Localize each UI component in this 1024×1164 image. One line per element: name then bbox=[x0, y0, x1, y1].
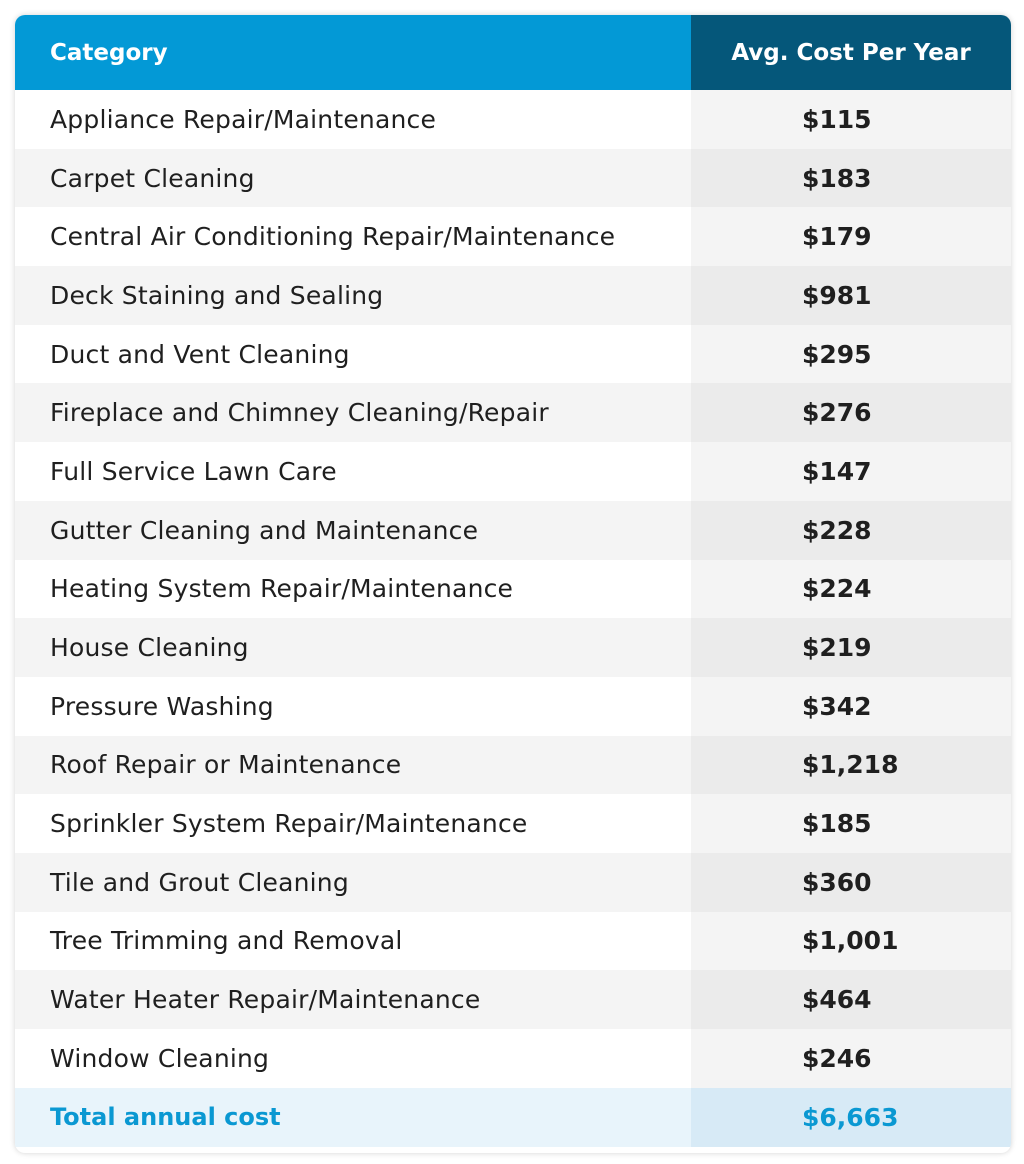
table-row: Full Service Lawn Care $147 bbox=[15, 442, 1011, 501]
category-cell: Tree Trimming and Removal bbox=[15, 911, 691, 971]
category-cell: Full Service Lawn Care bbox=[15, 442, 691, 501]
category-cell: House Cleaning bbox=[15, 618, 691, 677]
total-label: Total annual cost bbox=[15, 1087, 691, 1147]
table-row: Central Air Conditioning Repair/Maintena… bbox=[15, 207, 1011, 267]
cost-cell: $219 bbox=[691, 618, 1011, 677]
cost-cell: $360 bbox=[691, 852, 1011, 912]
category-cell: Central Air Conditioning Repair/Maintena… bbox=[15, 207, 691, 267]
cost-table: Category Avg. Cost Per Year Appliance Re… bbox=[15, 15, 1011, 1153]
table-row: Gutter Cleaning and Maintenance $228 bbox=[15, 500, 1011, 560]
category-cell: Water Heater Repair/Maintenance bbox=[15, 970, 691, 1029]
table-body: Appliance Repair/Maintenance $115 Carpet C… bbox=[15, 90, 1011, 1088]
category-cell: Carpet Cleaning bbox=[15, 148, 691, 208]
category-cell: Appliance Repair/Maintenance bbox=[15, 90, 691, 149]
category-cell: Pressure Washing bbox=[15, 676, 691, 736]
category-cell: Sprinkler System Repair/Maintenance bbox=[15, 794, 691, 853]
table-row: Window Cleaning $246 bbox=[15, 1029, 1011, 1088]
cost-cell: $981 bbox=[691, 266, 1011, 325]
table-row: Appliance Repair/Maintenance $115 bbox=[15, 90, 1011, 149]
cost-cell: $224 bbox=[691, 559, 1011, 619]
category-column-header: Category bbox=[15, 15, 691, 90]
cost-cell: $115 bbox=[691, 90, 1011, 149]
table-row: Fireplace and Chimney Cleaning/Repair $27… bbox=[15, 383, 1011, 443]
cost-cell: $147 bbox=[691, 442, 1011, 501]
cost-cell: $464 bbox=[691, 970, 1011, 1029]
cost-cell: $246 bbox=[691, 1029, 1011, 1088]
category-cell: Gutter Cleaning and Maintenance bbox=[15, 500, 691, 560]
cost-cell: $185 bbox=[691, 794, 1011, 853]
cost-cell: $342 bbox=[691, 676, 1011, 736]
table-row: Tree Trimming and Removal $1,001 bbox=[15, 911, 1011, 971]
cost-cell: $183 bbox=[691, 148, 1011, 208]
table-row: Duct and Vent Cleaning $295 bbox=[15, 324, 1011, 384]
table-row: Sprinkler System Repair/Maintenance $185 bbox=[15, 794, 1011, 853]
cost-cell: $276 bbox=[691, 383, 1011, 443]
table-row: Water Heater Repair/Maintenance $464 bbox=[15, 970, 1011, 1029]
table-header-row: Category Avg. Cost Per Year bbox=[15, 15, 1011, 90]
cost-column-header: Avg. Cost Per Year bbox=[691, 15, 1011, 90]
table-row: House Cleaning $219 bbox=[15, 618, 1011, 677]
cost-cell: $1,218 bbox=[691, 735, 1011, 795]
total-value: $6,663 bbox=[691, 1087, 1011, 1147]
table-row: Deck Staining and Sealing $981 bbox=[15, 266, 1011, 325]
category-cell: Heating System Repair/Maintenance bbox=[15, 559, 691, 619]
cost-cell: $228 bbox=[691, 500, 1011, 560]
table-row: Carpet Cleaning $183 bbox=[15, 148, 1011, 208]
category-cell: Tile and Grout Cleaning bbox=[15, 852, 691, 912]
category-cell: Roof Repair or Maintenance bbox=[15, 735, 691, 795]
table-row: Heating System Repair/Maintenance $224 bbox=[15, 559, 1011, 619]
category-cell: Deck Staining and Sealing bbox=[15, 266, 691, 325]
cost-cell: $1,001 bbox=[691, 911, 1011, 971]
cost-cell: $295 bbox=[691, 324, 1011, 384]
table-row: Tile and Grout Cleaning $360 bbox=[15, 852, 1011, 912]
category-cell: Window Cleaning bbox=[15, 1029, 691, 1088]
category-cell: Duct and Vent Cleaning bbox=[15, 324, 691, 384]
cost-cell: $179 bbox=[691, 207, 1011, 267]
table-row: Pressure Washing $342 bbox=[15, 676, 1011, 736]
table-row: Roof Repair or Maintenance $1,218 bbox=[15, 735, 1011, 795]
category-cell: Fireplace and Chimney Cleaning/Repair bbox=[15, 383, 691, 443]
total-row: Total annual cost $6,663 bbox=[15, 1087, 1011, 1147]
